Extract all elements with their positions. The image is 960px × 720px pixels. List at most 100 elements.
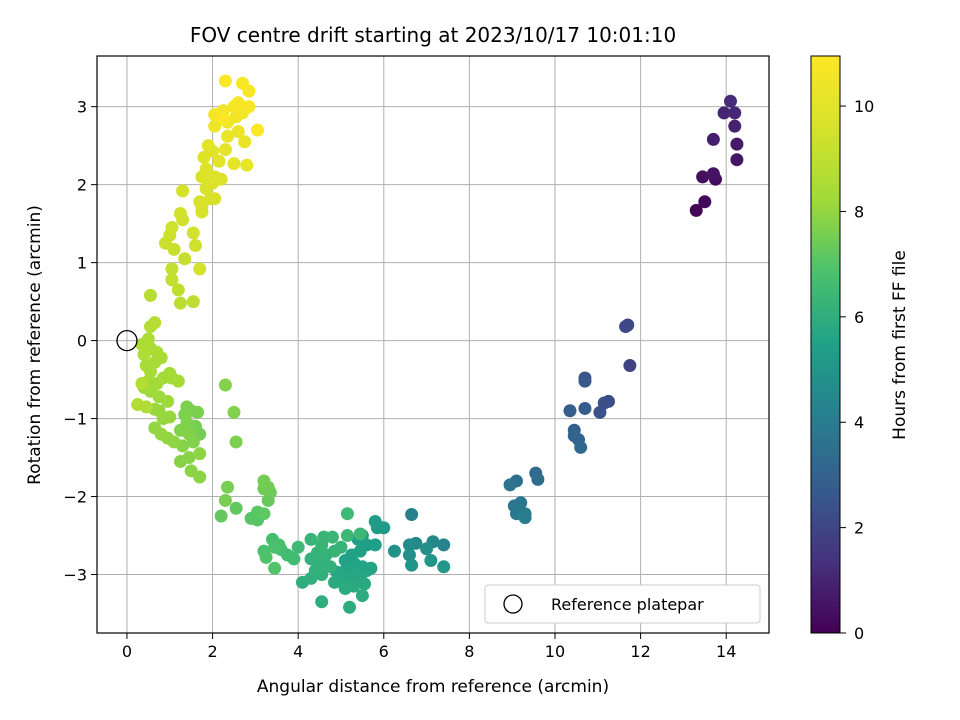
data-point: [208, 192, 222, 206]
data-point: [193, 262, 207, 276]
data-point: [229, 501, 243, 515]
legend-label: Reference platepar: [551, 595, 704, 614]
data-point: [728, 119, 742, 133]
data-point: [338, 582, 352, 596]
data-point: [706, 167, 720, 181]
data-point: [251, 123, 265, 137]
data-point: [165, 262, 179, 276]
data-point: [216, 111, 230, 125]
reference-point: [116, 329, 138, 352]
data-point: [218, 493, 232, 507]
y-tick-label: 1: [77, 254, 87, 273]
data-point: [503, 478, 517, 492]
x-tick-label: 0: [122, 642, 132, 661]
data-points: [131, 74, 744, 614]
data-point: [387, 544, 401, 558]
data-point: [163, 410, 177, 424]
data-point: [268, 540, 282, 554]
data-point: [353, 527, 367, 541]
data-point: [340, 507, 354, 521]
data-point: [182, 451, 196, 465]
colorbar: 0 2 4 6 8 10 Hours from first FF file: [810, 55, 910, 643]
data-point: [706, 132, 720, 146]
data-point: [437, 560, 451, 574]
colorbar-tick-label: 2: [854, 519, 864, 538]
data-point: [402, 548, 416, 562]
data-point: [689, 203, 703, 217]
data-point: [578, 374, 592, 388]
colorbar-tick-label: 8: [854, 202, 864, 221]
data-point: [368, 514, 382, 528]
data-point: [698, 195, 712, 209]
data-point: [214, 509, 228, 523]
data-point: [227, 405, 241, 419]
y-tick-label: 0: [77, 332, 87, 351]
y-tick-label: −1: [63, 410, 87, 429]
data-point: [218, 74, 232, 88]
y-axis-label: Rotation from reference (arcmin): [25, 205, 45, 485]
data-point: [358, 577, 372, 591]
y-axis-ticks: −3 −2 −1 0 1 2 3: [63, 98, 97, 585]
data-point: [334, 540, 348, 554]
data-point: [328, 575, 342, 589]
x-tick-label: 4: [293, 642, 303, 661]
data-point: [148, 316, 162, 330]
x-tick-label: 14: [716, 642, 736, 661]
data-point: [405, 558, 419, 572]
data-point: [238, 135, 252, 149]
data-point: [259, 550, 273, 564]
x-tick-label: 10: [545, 642, 565, 661]
data-point: [405, 507, 419, 521]
data-point: [623, 359, 637, 373]
data-point: [257, 474, 271, 488]
data-point: [402, 538, 416, 552]
colorbar-tick-label: 4: [854, 413, 864, 432]
data-point: [186, 226, 200, 240]
data-point: [186, 435, 200, 449]
data-point: [221, 480, 235, 494]
legend: Reference platepar: [484, 584, 761, 624]
data-point: [173, 296, 187, 310]
data-point: [531, 472, 545, 486]
data-point: [593, 405, 607, 419]
reference-platepar-marker: [116, 329, 138, 352]
data-point: [730, 137, 744, 151]
data-point: [144, 288, 158, 302]
x-tick-label: 8: [464, 642, 474, 661]
data-point: [420, 542, 434, 556]
data-point: [240, 158, 254, 172]
data-point: [141, 332, 155, 346]
data-point: [518, 511, 532, 525]
legend-box: [484, 584, 761, 624]
data-point: [178, 252, 192, 266]
data-point: [214, 172, 228, 186]
data-point: [227, 157, 241, 171]
data-point: [325, 530, 339, 544]
chart-title: FOV centre drift starting at 2023/10/17 …: [190, 23, 676, 47]
data-point: [231, 125, 245, 139]
data-point: [171, 374, 185, 388]
data-point: [242, 100, 256, 114]
data-point: [236, 76, 250, 90]
data-point: [437, 538, 451, 552]
data-point: [201, 139, 215, 153]
x-tick-label: 6: [379, 642, 389, 661]
data-point: [135, 376, 149, 390]
data-point: [355, 589, 369, 603]
x-tick-label: 12: [630, 642, 650, 661]
data-point: [291, 540, 305, 554]
data-point: [231, 96, 245, 110]
data-point: [574, 440, 588, 454]
x-axis-label: Angular distance from reference (arcmin): [257, 677, 609, 697]
data-point: [563, 404, 577, 418]
data-point: [148, 421, 162, 435]
data-point: [193, 447, 207, 461]
data-point: [268, 561, 282, 575]
data-point: [221, 129, 235, 143]
data-point: [728, 106, 742, 120]
x-tick-label: 2: [207, 642, 217, 661]
data-point: [193, 195, 207, 209]
data-point: [315, 595, 329, 609]
grid-lines: [97, 56, 769, 633]
